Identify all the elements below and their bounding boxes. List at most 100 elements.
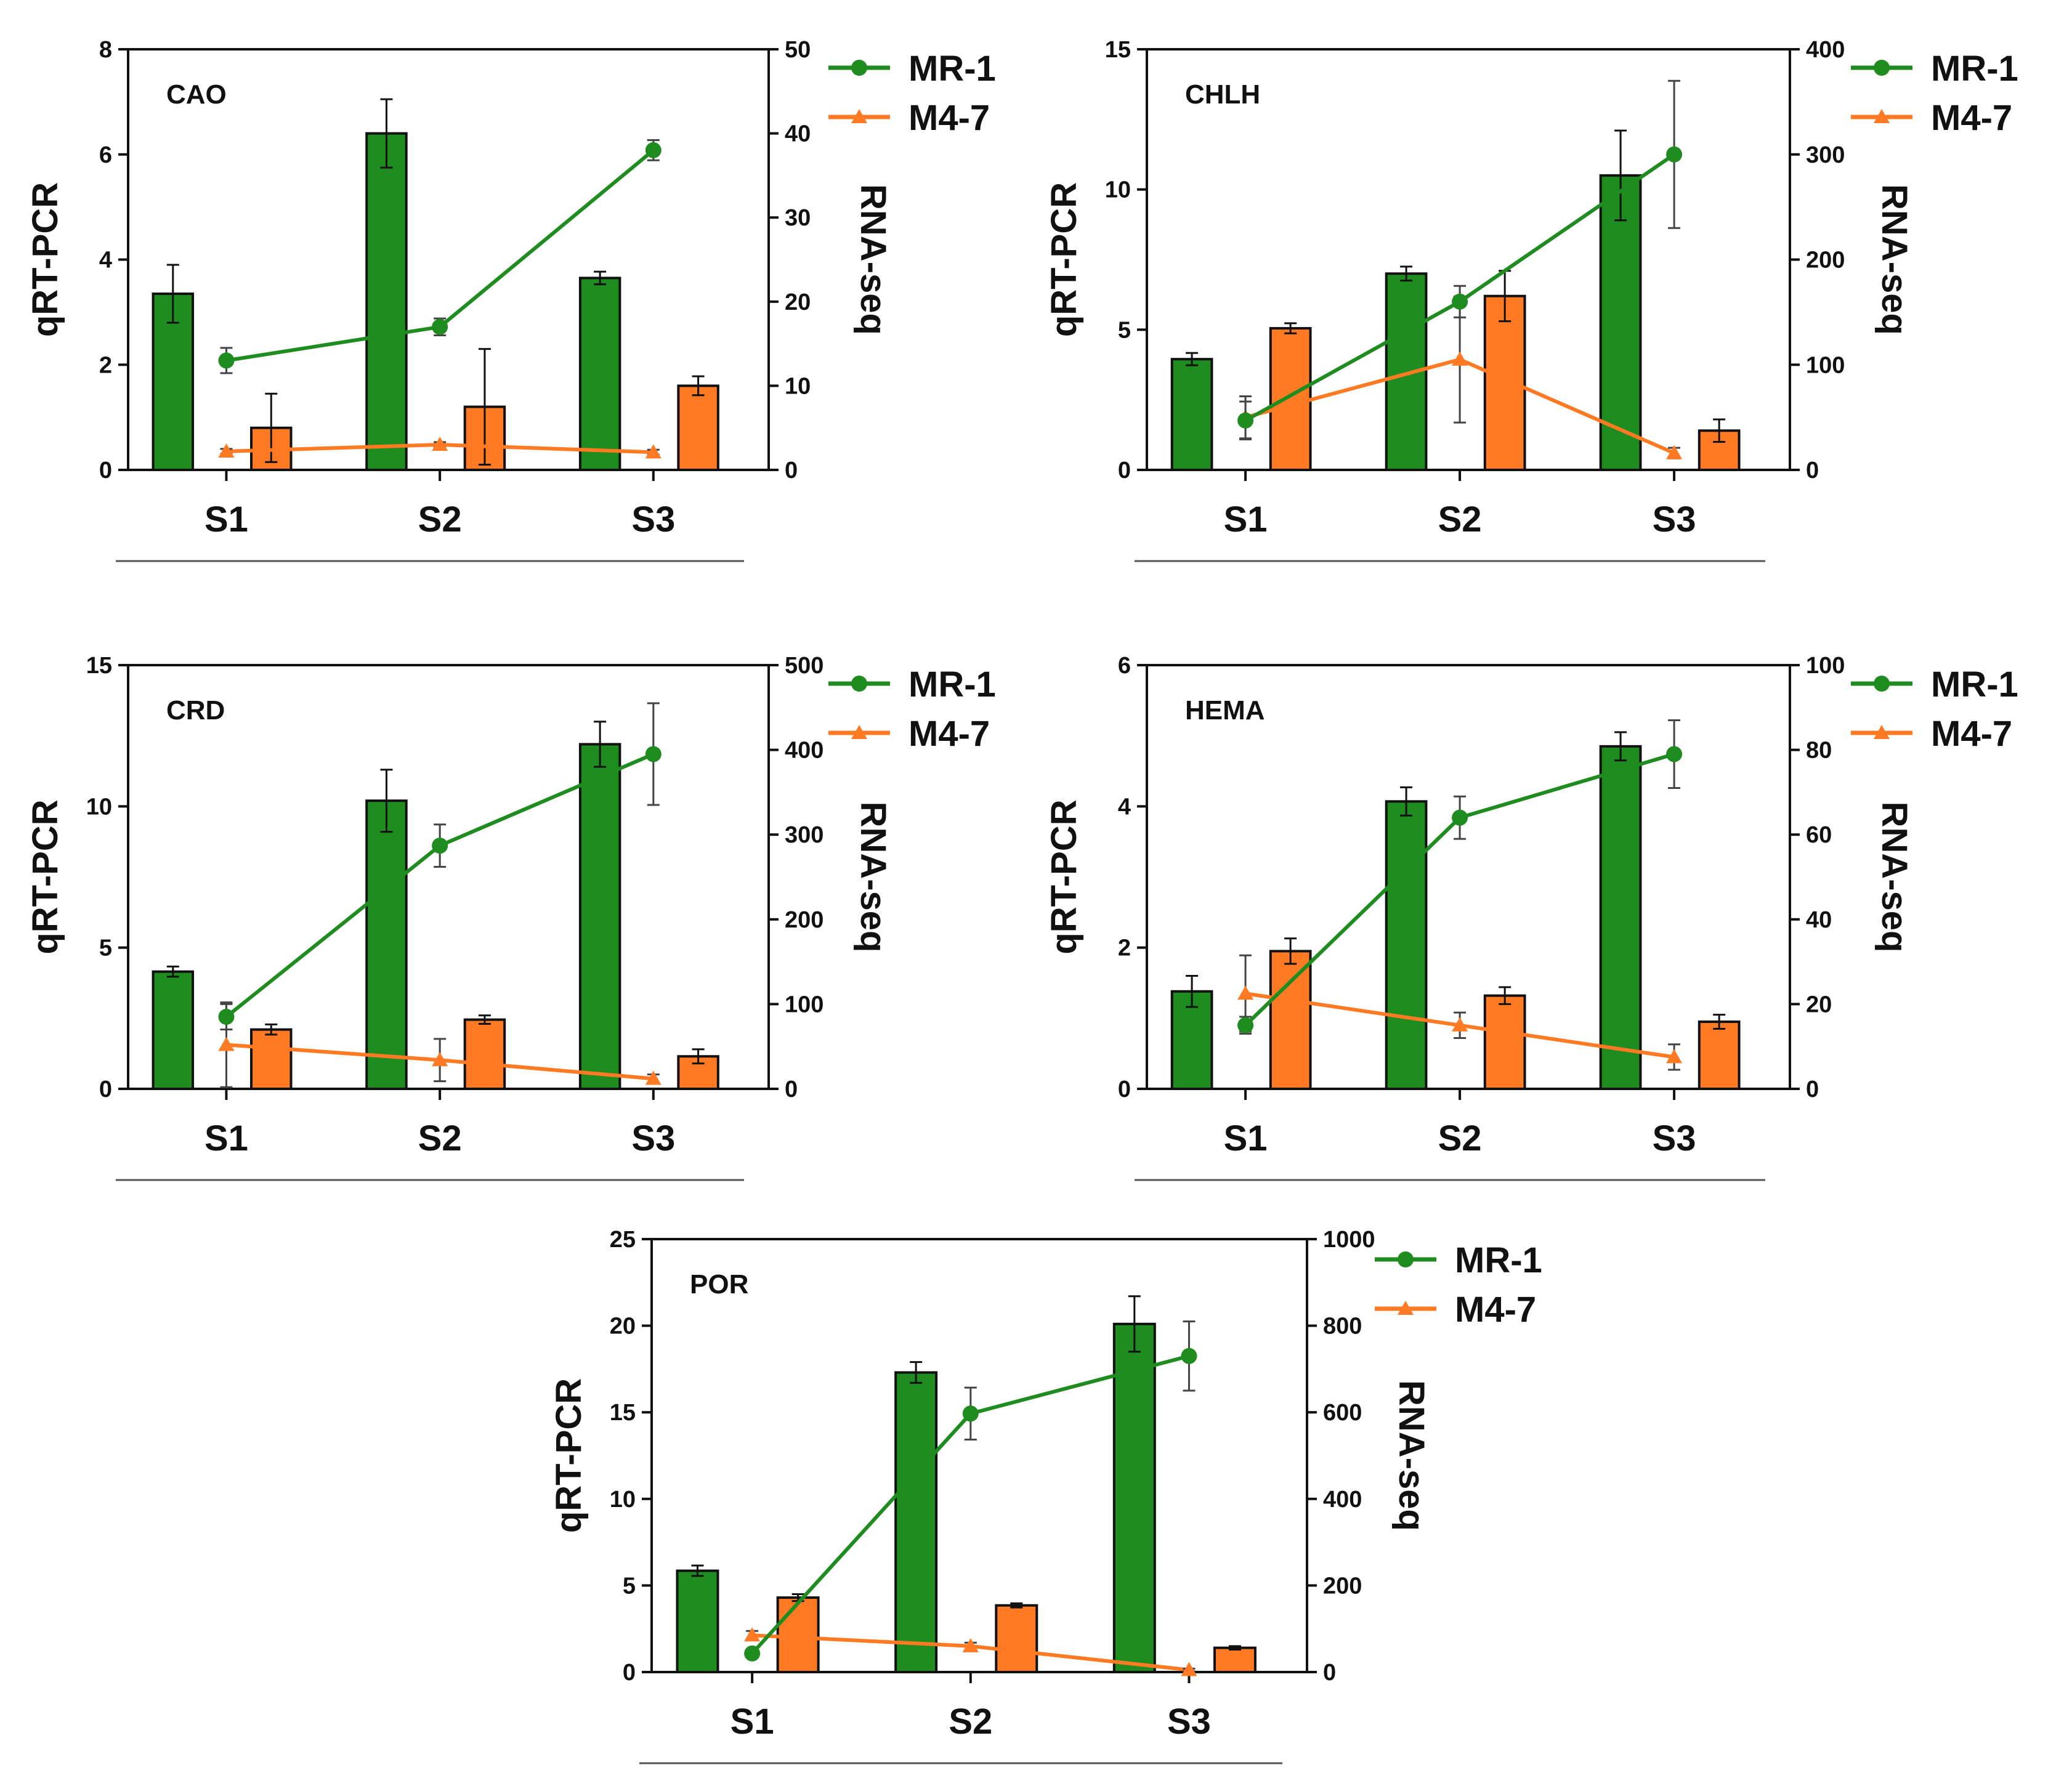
point-m4-7-s1 bbox=[1237, 985, 1254, 1000]
y-tick-label: 15 bbox=[610, 1400, 636, 1426]
bar-error-bar bbox=[594, 721, 607, 768]
bar-mr-1-s3 bbox=[578, 277, 621, 471]
bar-error-bar bbox=[380, 98, 393, 169]
point-m4-7-s3 bbox=[645, 1070, 662, 1085]
legend-label: M4-7 bbox=[909, 98, 990, 138]
chart-panel-crd: 0 5 10 15 0 100 200 300 400 500 S1 S2 S3 qRT-PCR RNA-s… bbox=[25, 653, 996, 1181]
bar-mr-1-s1 bbox=[1170, 990, 1213, 1091]
legend-marker bbox=[1398, 1251, 1414, 1267]
point-mr-1-s1 bbox=[1237, 1017, 1254, 1033]
legend-marker bbox=[1398, 1301, 1414, 1315]
y-tick-label: 5 bbox=[623, 1573, 636, 1599]
bar-error-bar bbox=[594, 270, 607, 286]
legend: MR-1 M4-7 bbox=[828, 665, 996, 754]
bar-error-bar bbox=[478, 1014, 491, 1025]
y-axis-title: qRT-PCR bbox=[25, 799, 65, 954]
legend: MR-1 M4-7 bbox=[1851, 665, 2018, 754]
y-tick-label: 0 bbox=[1118, 458, 1131, 483]
bar-error-bar bbox=[166, 965, 179, 978]
point-m4-7-s2 bbox=[432, 437, 448, 451]
y2-tick-label: 200 bbox=[785, 907, 824, 933]
bar-mr-1-s3 bbox=[1599, 174, 1642, 471]
bar-error-bar bbox=[265, 1023, 278, 1036]
y2-tick-label: 30 bbox=[785, 205, 811, 231]
y2-tick-label: 40 bbox=[785, 121, 811, 147]
bar-mr-1-s1 bbox=[676, 1569, 719, 1674]
y2-tick-label: 100 bbox=[1806, 653, 1845, 679]
y2-axis-title: RNA-seq bbox=[853, 802, 893, 953]
point-mr-1-s3 bbox=[1666, 746, 1683, 762]
y-tick-label: 0 bbox=[623, 1660, 636, 1686]
y2-tick-label: 20 bbox=[785, 289, 811, 315]
x-tick-label: S3 bbox=[1653, 1118, 1696, 1158]
point-m4-7-s2 bbox=[1452, 1017, 1468, 1032]
y-tick-label: 5 bbox=[1118, 317, 1131, 343]
y2-tick-label: 600 bbox=[1323, 1400, 1362, 1426]
x-tick-label: S1 bbox=[730, 1702, 774, 1742]
point-m4-7-s1 bbox=[744, 1627, 761, 1642]
y2-tick-label: 400 bbox=[785, 738, 824, 764]
y-axis-title: qRT-PCR bbox=[1044, 799, 1084, 954]
point-mr-1-s3 bbox=[645, 142, 662, 158]
chart-panel-cao: 0 2 4 6 8 0 10 20 30 40 50 S1 S2 S3 qRT-PCR RNA-seq CAO M… bbox=[25, 37, 996, 562]
bar-error-bar bbox=[1128, 1295, 1141, 1353]
bar-error-bar bbox=[1400, 786, 1413, 817]
bar-error-bar bbox=[1010, 1602, 1023, 1609]
y2-tick-label: 100 bbox=[1806, 352, 1845, 378]
bar-error-bar bbox=[910, 1361, 923, 1384]
y2-axis-title: RNA-seq bbox=[1391, 1380, 1431, 1531]
y2-tick-label: 0 bbox=[785, 1077, 798, 1102]
x-tick-label: S3 bbox=[1653, 499, 1696, 539]
bar-error-bar bbox=[380, 769, 393, 833]
point-m4-7-s1 bbox=[218, 1036, 235, 1051]
bar-m4-7-s2 bbox=[1483, 994, 1526, 1091]
x-tick-label: S3 bbox=[1167, 1702, 1211, 1742]
y2-axis-title: RNA-seq bbox=[1874, 184, 1914, 335]
point-mr-1-s2 bbox=[432, 318, 448, 335]
y2-tick-label: 1000 bbox=[1323, 1227, 1375, 1253]
bar-mr-1-s2 bbox=[894, 1371, 938, 1673]
bar-mr-1-s2 bbox=[365, 132, 408, 472]
point-mr-1-s3 bbox=[645, 746, 662, 762]
legend-label: M4-7 bbox=[909, 714, 990, 754]
y-tick-label: 5 bbox=[99, 935, 112, 961]
bar-error-bar bbox=[1228, 1645, 1241, 1651]
y2-tick-label: 50 bbox=[785, 37, 811, 63]
y2-axis-title: RNA-seq bbox=[853, 184, 893, 335]
y2-tick-label: 0 bbox=[1323, 1660, 1336, 1686]
y2-tick-label: 300 bbox=[785, 822, 824, 848]
x-tick-label: S2 bbox=[1438, 1118, 1482, 1158]
legend-label: MR-1 bbox=[1931, 49, 2018, 89]
y2-tick-label: 400 bbox=[1806, 37, 1845, 63]
y2-tick-label: 0 bbox=[1806, 458, 1819, 483]
y-tick-label: 0 bbox=[99, 458, 112, 483]
legend-label: MR-1 bbox=[909, 49, 996, 89]
legend-marker bbox=[1874, 676, 1890, 692]
legend-label: MR-1 bbox=[1455, 1240, 1542, 1280]
bar-mr-1-s3 bbox=[578, 743, 621, 1090]
point-mr-1-s1 bbox=[1237, 412, 1254, 429]
y-tick-label: 4 bbox=[1118, 794, 1131, 820]
y-tick-label: 15 bbox=[86, 653, 112, 679]
bar-mr-1-s2 bbox=[1385, 800, 1428, 1090]
x-tick-label: S2 bbox=[418, 499, 462, 539]
point-m4-7-s3 bbox=[1181, 1662, 1197, 1676]
legend-label: M4-7 bbox=[1931, 714, 2012, 754]
y-axis-title: qRT-PCR bbox=[25, 182, 65, 337]
bar-error-bar bbox=[1186, 975, 1199, 1008]
x-tick-label: S1 bbox=[1224, 499, 1268, 539]
point-m4-7-s2 bbox=[1452, 351, 1468, 366]
y2-tick-label: 200 bbox=[1323, 1573, 1362, 1599]
point-m4-7-s2 bbox=[432, 1052, 448, 1067]
bar-mr-1-s1 bbox=[1170, 358, 1213, 471]
gene-label: CRD bbox=[166, 695, 225, 725]
legend: MR-1 M4-7 bbox=[828, 49, 996, 138]
legend-marker bbox=[1874, 60, 1890, 76]
bar-error-bar bbox=[166, 264, 179, 324]
y-tick-label: 8 bbox=[99, 37, 112, 63]
y2-tick-label: 500 bbox=[785, 653, 824, 679]
bar-m4-7-s1 bbox=[250, 1028, 293, 1091]
y-tick-label: 0 bbox=[1118, 1077, 1131, 1102]
bar-m4-7-s3 bbox=[677, 384, 719, 472]
